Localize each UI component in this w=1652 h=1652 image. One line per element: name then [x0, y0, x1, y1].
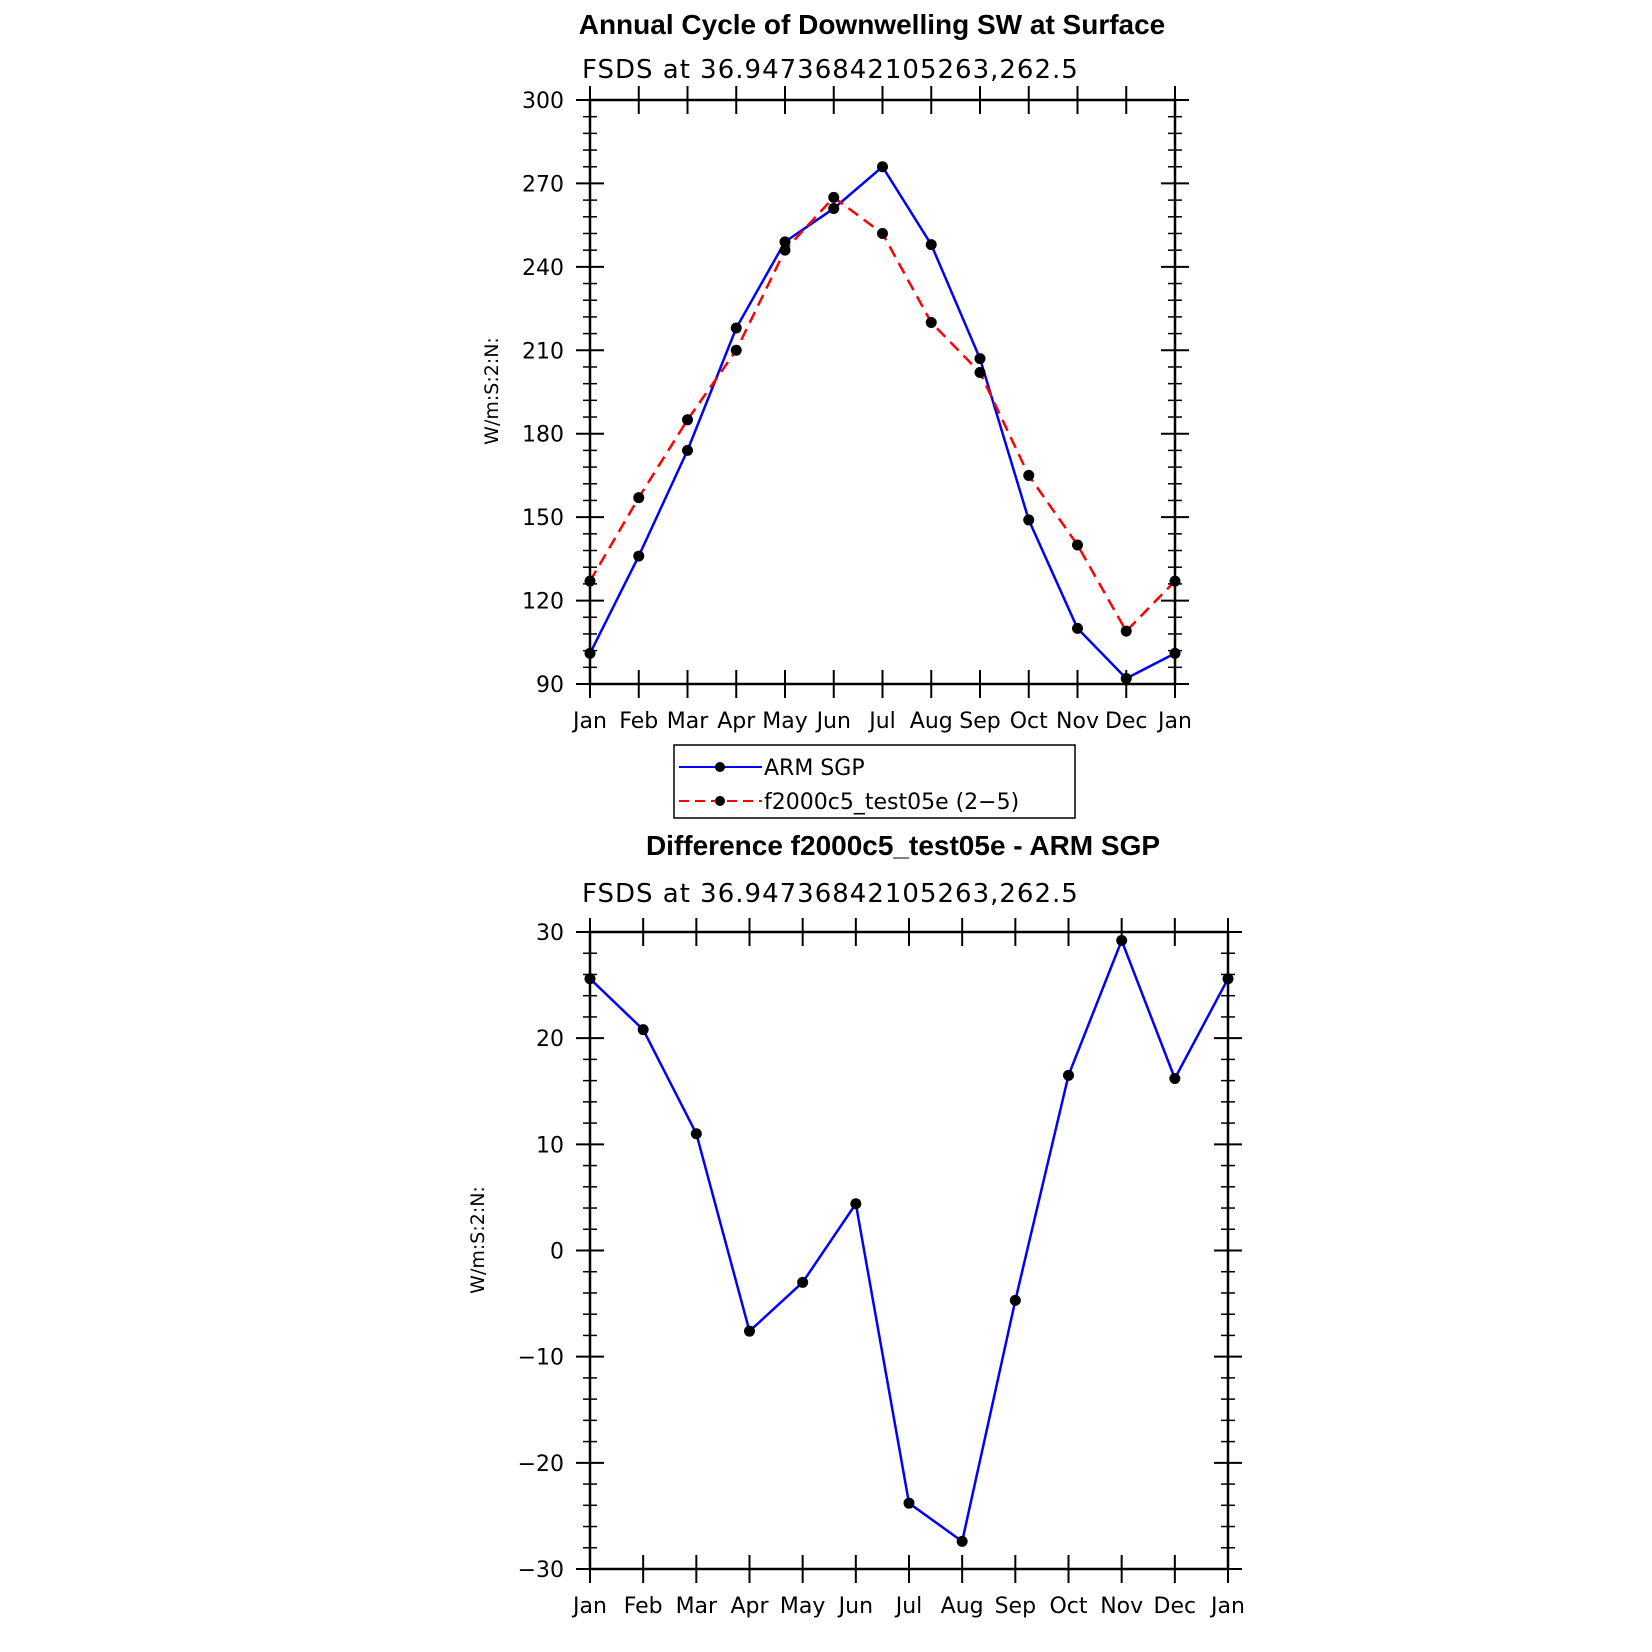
chart1-xtick-label: Mar	[667, 709, 709, 734]
chart1-xtick-label: Sep	[959, 709, 1000, 734]
chart1-ytick-label: 270	[522, 172, 564, 197]
chart1-xtick-label: Apr	[717, 709, 756, 734]
chart1-series-0-point	[633, 550, 645, 562]
chart1-series-1-point	[584, 575, 596, 587]
chart2-plot-frame	[588, 930, 1230, 1571]
chart1-legend: ARM SGP f2000c5_test05e (2−5)	[673, 744, 1076, 819]
annual-cycle-chart: Annual Cycle of Downwelling SW at Surfac…	[481, 9, 1192, 819]
chart1-xtick-label: Feb	[619, 709, 658, 734]
chart1-ytick-label: 120	[522, 590, 564, 615]
chart2-series-0-point	[1063, 1069, 1074, 1081]
legend-marker-arm-sgp	[715, 762, 725, 772]
chart2-series-0-point	[690, 1128, 702, 1140]
chart1-series-0-point	[779, 236, 791, 248]
chart2-ytick-label: 30	[536, 921, 564, 946]
chart1-series-0-point	[1023, 514, 1035, 526]
chart2-series-0-point	[1222, 973, 1234, 985]
chart1-ytick-label: 210	[522, 339, 564, 364]
chart2-xtick-label: Apr	[730, 1594, 769, 1619]
legend-marker-f2000c5	[715, 796, 725, 806]
chart2-xtick-label: Mar	[676, 1594, 718, 1619]
chart2-xtick-label: Dec	[1154, 1594, 1197, 1619]
chart1-series-0-point	[877, 161, 888, 173]
chart2-xtick-label: Nov	[1100, 1594, 1143, 1619]
chart1-ytick-label: 90	[536, 673, 564, 698]
chart1-y-axis-label: W/m:S:2:N:	[481, 337, 503, 445]
chart1-series-1-point	[730, 344, 742, 356]
chart1-series-1-point	[682, 414, 693, 426]
chart2-ytick-label: 10	[536, 1133, 564, 1158]
chart1-series-0-point	[682, 444, 693, 456]
chart1-series-1-point	[779, 244, 791, 256]
chart1-series-1-point	[1072, 539, 1083, 551]
chart1-series-0-point	[1072, 622, 1083, 634]
chart1-xtick-label: Oct	[1010, 709, 1048, 734]
chart2-ytick-label: −30	[518, 1558, 564, 1583]
chart1-series-1-point	[1023, 469, 1035, 481]
chart2-series-0-point	[956, 1535, 968, 1547]
chart2-xtick-label: Jul	[894, 1594, 923, 1619]
chart1-title: Annual Cycle of Downwelling SW at Surfac…	[579, 9, 1166, 40]
chart1-ytick-label: 180	[522, 423, 564, 448]
chart2-title: Difference f2000c5_test05e - ARM SGP	[646, 830, 1160, 861]
chart1-series-1-line	[588, 195, 1176, 634]
chart1-series-0-point	[1169, 647, 1181, 659]
chart1-series-1-point	[1120, 625, 1132, 637]
chart1-xtick-label: Jan	[571, 709, 607, 734]
chart2-series-0-point	[797, 1276, 809, 1288]
chart2-xtick-label: Oct	[1049, 1594, 1087, 1619]
chart2-xtick-label: Feb	[624, 1594, 663, 1619]
legend-label-f2000c5: f2000c5_test05e (2−5)	[764, 790, 1019, 815]
chart1-ytick-label: 240	[522, 256, 564, 281]
chart1-series-1-point	[1169, 575, 1181, 587]
chart1-series-1-point	[925, 316, 937, 328]
chart2-series-0-point	[903, 1497, 915, 1509]
chart2-ytick-label: 0	[550, 1240, 564, 1265]
chart1-xtick-label: Aug	[910, 709, 953, 734]
legend-label-arm-sgp: ARM SGP	[764, 756, 865, 781]
chart1-xtick-label: Nov	[1056, 709, 1099, 734]
chart1-series-1-point	[877, 227, 888, 239]
chart1-series-0-point	[974, 353, 986, 365]
chart2-series-0-point	[1009, 1294, 1021, 1306]
chart2-xtick-label: Jan	[571, 1594, 607, 1619]
chart2-ytick-label: −10	[518, 1346, 564, 1371]
chart1-xtick-label: Jan	[1156, 709, 1192, 734]
chart1-ytick-label: 300	[522, 89, 564, 114]
chart2-xtick-label: Jun	[837, 1594, 873, 1619]
chart2-subtitle: FSDS at 36.94736842105263,262.5	[582, 879, 1079, 909]
chart2-series-0-point	[584, 973, 596, 985]
chart1-xtick-label: Jun	[815, 709, 851, 734]
chart2-series-0-point	[850, 1198, 862, 1210]
chart1-series-0-point	[828, 202, 840, 214]
chart2-series-0-point	[744, 1325, 755, 1337]
chart1-plot-frame	[588, 98, 1177, 686]
chart2-xtick-label: Jan	[1209, 1594, 1245, 1619]
chart2-xtick-label: Aug	[941, 1594, 984, 1619]
chart2-series-0-point	[1169, 1073, 1181, 1085]
chart2-xtick-label: Sep	[995, 1594, 1036, 1619]
chart2-y-axis-label: W/m:S:2:N:	[467, 1186, 489, 1294]
chart1-series-0-point	[925, 239, 937, 251]
chart1-series-1-point	[828, 191, 840, 203]
chart2-xtick-label: May	[780, 1594, 825, 1619]
chart1-xtick-label: Jul	[867, 709, 896, 734]
chart1-ytick-label: 150	[522, 506, 564, 531]
chart2-ytick-label: −20	[518, 1452, 564, 1477]
chart1-series-1-point	[633, 492, 645, 504]
chart1-xtick-label: May	[762, 709, 807, 734]
chart2-series-0-line	[589, 937, 1230, 1544]
chart1-series-1-point	[974, 367, 986, 379]
chart1-series-0-point	[730, 322, 742, 334]
chart1-subtitle: FSDS at 36.94736842105263,262.5	[582, 55, 1079, 85]
chart2-ytick-label: 20	[536, 1027, 564, 1052]
chart1-series-0-point	[584, 647, 596, 659]
difference-chart: Difference f2000c5_test05e - ARM SGP FSD…	[467, 830, 1245, 1619]
chart1-series-0-line	[588, 164, 1176, 680]
chart2-series-0-point	[637, 1024, 649, 1036]
chart1-xtick-label: Dec	[1105, 709, 1148, 734]
